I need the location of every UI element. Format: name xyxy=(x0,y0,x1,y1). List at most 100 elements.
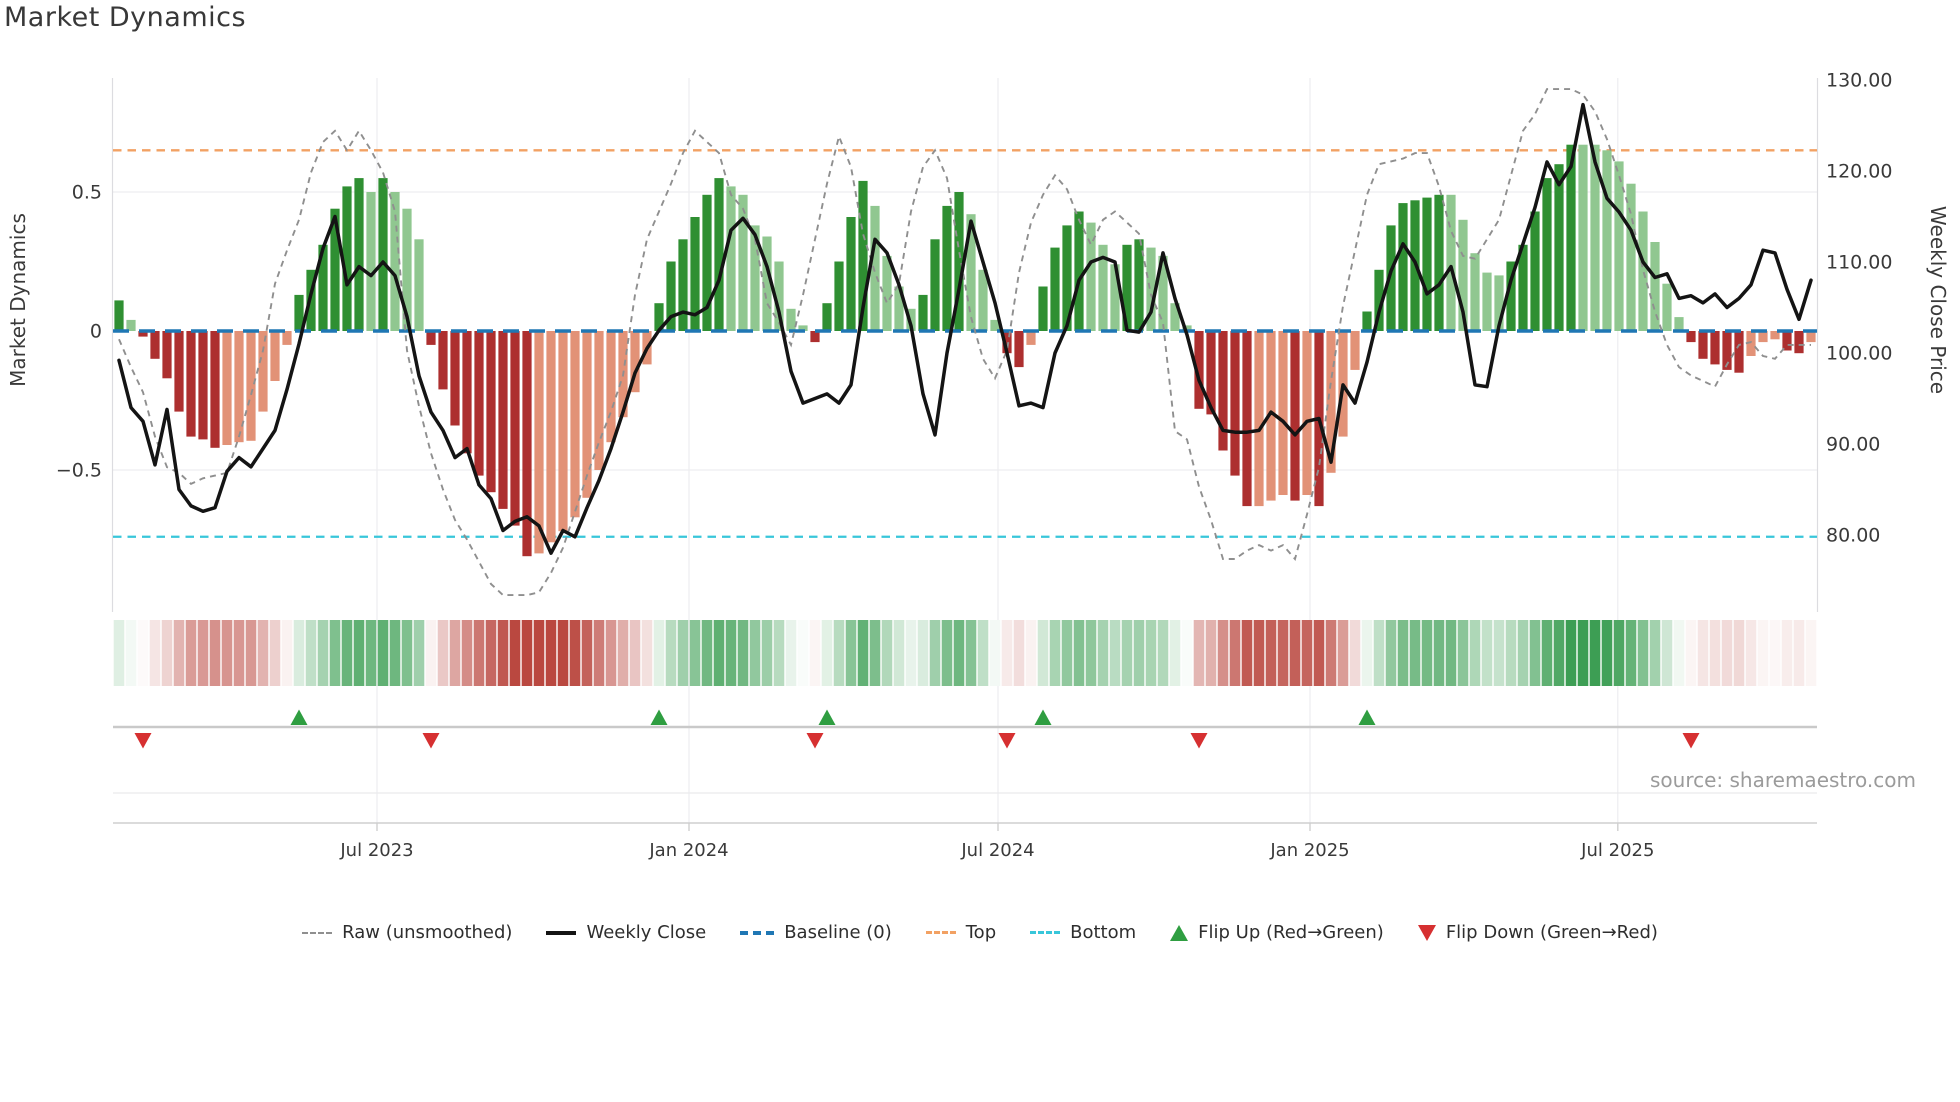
left-axis-tick-label: −0.5 xyxy=(56,460,102,482)
momentum-bar xyxy=(798,325,808,331)
momentum-bar xyxy=(942,205,952,331)
momentum-bar xyxy=(1758,331,1768,343)
heatmap-cell xyxy=(497,620,509,686)
heatmap-cell xyxy=(389,620,401,686)
heatmap-cell xyxy=(1181,620,1193,686)
heatmap-cell xyxy=(1301,620,1313,686)
heatmap-cell xyxy=(1433,620,1445,686)
down-triangle-icon xyxy=(1417,924,1436,941)
momentum-bar xyxy=(1362,311,1372,331)
heatmap-cell xyxy=(689,620,701,686)
heatmap-cell xyxy=(1469,620,1481,686)
momentum-bar xyxy=(558,331,568,532)
heatmap-cell xyxy=(1685,620,1697,686)
heatmap-cell xyxy=(821,620,833,686)
heatmap-cell xyxy=(1121,620,1133,686)
heatmap-cell xyxy=(677,620,689,686)
heatmap-cell xyxy=(269,620,281,686)
left-axis-label: Market Dynamics xyxy=(6,213,30,387)
heatmap-cell xyxy=(953,620,965,686)
momentum-bar xyxy=(726,186,736,331)
momentum-bar xyxy=(1482,272,1492,331)
heatmap-cell xyxy=(221,620,233,686)
heatmap-cell xyxy=(413,620,425,686)
heatmap-cell xyxy=(1505,620,1517,686)
momentum-bar xyxy=(750,225,760,331)
momentum-bar xyxy=(810,331,820,343)
momentum-bar xyxy=(1602,150,1612,331)
momentum-bar xyxy=(198,331,208,440)
heatmap-cell xyxy=(1517,620,1529,686)
momentum-bar xyxy=(414,239,424,331)
heatmap-cell xyxy=(737,620,749,686)
heatmap-cell xyxy=(1397,620,1409,686)
heatmap-cell xyxy=(1145,620,1157,686)
momentum-bar xyxy=(378,178,388,331)
momentum-bar xyxy=(474,331,484,476)
heatmap-cell xyxy=(1025,620,1037,686)
heatmap-cell xyxy=(1493,620,1505,686)
momentum-bar xyxy=(1686,331,1696,343)
heatmap-cell xyxy=(593,620,605,686)
momentum-bar xyxy=(1590,144,1600,331)
momentum-bar xyxy=(1014,331,1024,368)
flip-up-triangle-icon xyxy=(290,709,308,725)
momentum-bar xyxy=(1122,244,1132,331)
momentum-bar xyxy=(1662,283,1672,331)
heatmap-cell xyxy=(1421,620,1433,686)
momentum-bar xyxy=(1170,303,1180,331)
heatmap-cell xyxy=(485,620,497,686)
momentum-bar xyxy=(918,294,928,331)
heatmap-cell xyxy=(281,620,293,686)
blue-dashed-line-icon xyxy=(740,930,775,935)
heatmap-cell xyxy=(701,620,713,686)
heatmap-cell xyxy=(1613,620,1625,686)
momentum-bar xyxy=(570,331,580,518)
momentum-bar xyxy=(1746,331,1756,356)
heatmap-strip xyxy=(113,620,1817,686)
legend-item-raw: Raw (unsmoothed) xyxy=(302,922,512,943)
legend-item-bottom: Bottom xyxy=(1030,922,1136,943)
momentum-bar xyxy=(402,208,412,331)
momentum-bar xyxy=(342,186,352,331)
heatmap-cell xyxy=(1721,620,1733,686)
heatmap-cell xyxy=(1565,620,1577,686)
momentum-bar xyxy=(438,331,448,390)
momentum-bar xyxy=(1086,222,1096,331)
momentum-bar xyxy=(486,331,496,493)
momentum-bar xyxy=(1770,331,1780,340)
momentum-bar xyxy=(882,255,892,331)
heatmap-cell xyxy=(797,620,809,686)
momentum-bar xyxy=(1626,183,1636,331)
heatmap-cell xyxy=(845,620,857,686)
heatmap-cell xyxy=(1205,620,1217,686)
heatmap-cell xyxy=(449,620,461,686)
heatmap-cell xyxy=(1589,620,1601,686)
momentum-bar xyxy=(1350,331,1360,370)
momentum-bar xyxy=(966,214,976,331)
momentum-bar xyxy=(630,331,640,393)
momentum-bar xyxy=(606,331,616,443)
momentum-bar xyxy=(1074,211,1084,331)
heatmap-cell xyxy=(761,620,773,686)
heatmap-cell xyxy=(1361,620,1373,686)
momentum-bar xyxy=(1302,331,1312,495)
solid-line-icon xyxy=(546,930,577,935)
heatmap-cell xyxy=(425,620,437,686)
momentum-bar xyxy=(258,331,268,412)
heatmap-cell xyxy=(869,620,881,686)
momentum-bar xyxy=(426,331,436,345)
momentum-bar xyxy=(1182,325,1192,331)
momentum-bar xyxy=(1698,331,1708,359)
momentum-bar xyxy=(1002,331,1012,354)
right-axis-label: Weekly Close Price xyxy=(1926,205,1950,395)
right-axis-tick-label: 120.00 xyxy=(1826,161,1892,183)
heatmap-cell xyxy=(881,620,893,686)
heatmap-cell xyxy=(1793,620,1805,686)
heatmap-cell xyxy=(1157,620,1169,686)
x-axis-tick-label: Jul 2024 xyxy=(960,840,1034,861)
momentum-bar xyxy=(186,331,196,437)
momentum-bar xyxy=(834,261,844,331)
momentum-bar xyxy=(1290,331,1300,501)
momentum-bar xyxy=(534,331,544,554)
